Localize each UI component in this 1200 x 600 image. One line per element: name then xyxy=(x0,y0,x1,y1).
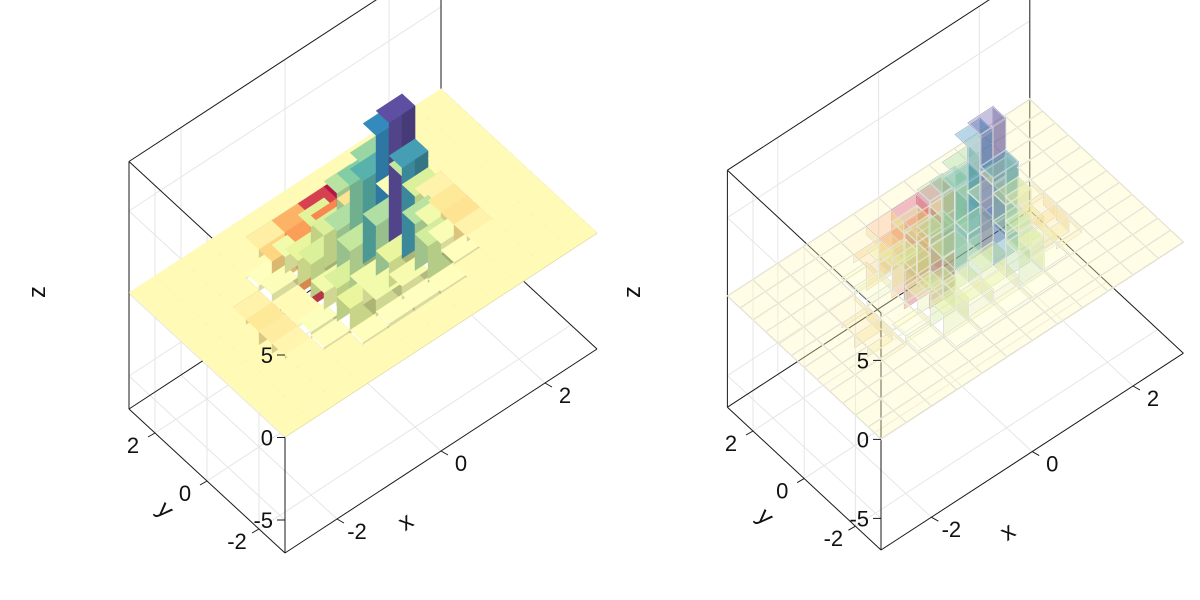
y-tick xyxy=(848,525,856,531)
x-tick-label: 0 xyxy=(1046,452,1058,477)
y-tick-label: -2 xyxy=(824,526,844,551)
z-axis-label: z xyxy=(619,286,646,298)
x-tick xyxy=(1031,451,1040,457)
bar-face xyxy=(388,138,429,169)
axis-line xyxy=(727,0,990,171)
bar-edge xyxy=(992,176,1032,206)
x-tick xyxy=(440,450,449,456)
bar xyxy=(557,220,598,251)
bar-edge xyxy=(954,117,994,147)
bar-edge xyxy=(1018,222,1058,252)
z-tick-label: 5 xyxy=(261,343,273,368)
grid-line xyxy=(727,375,882,519)
x-tick xyxy=(1132,385,1141,391)
bar-edge xyxy=(992,204,1032,234)
bar xyxy=(349,356,390,387)
bar-edge xyxy=(1144,229,1184,259)
z-tick-label: 0 xyxy=(857,427,869,452)
bar xyxy=(1068,277,1109,310)
x-axis-label: x xyxy=(995,517,1020,546)
x-tick xyxy=(336,518,345,524)
grid-line xyxy=(128,6,442,212)
grid-line xyxy=(803,281,1107,480)
ticks: -2 0 2 -2 0 2 -5 0 5 xyxy=(725,348,1159,551)
bar-group xyxy=(128,88,598,438)
z-tick-label: -5 xyxy=(849,506,869,531)
z-tick-label: -5 xyxy=(253,508,273,533)
y-tick xyxy=(199,480,208,486)
bar-edge xyxy=(1005,225,1045,255)
bar-face xyxy=(557,220,598,250)
y-tick xyxy=(251,528,260,534)
bar xyxy=(992,175,1032,238)
grid-line xyxy=(855,328,1159,527)
bar-edge xyxy=(967,106,1007,136)
x-tick xyxy=(544,382,553,388)
bar-edge xyxy=(930,285,970,315)
bar-edge xyxy=(866,234,906,264)
axis-line xyxy=(727,209,1031,408)
bar xyxy=(929,284,970,340)
y-tick xyxy=(796,478,805,484)
y-axis-label: y xyxy=(752,503,780,531)
x-tick-label: 0 xyxy=(455,451,467,476)
x-tick-label: -2 xyxy=(347,519,367,544)
bar-edge xyxy=(929,165,969,195)
bar xyxy=(967,240,1008,295)
bar xyxy=(828,293,868,330)
y-tick-label: 0 xyxy=(776,479,788,504)
x-tick-label: 2 xyxy=(559,383,571,408)
x-tick xyxy=(931,516,939,522)
axis-line xyxy=(128,0,377,162)
bar-edge xyxy=(1030,240,1070,270)
bar-edge xyxy=(980,149,1020,179)
bar xyxy=(1144,228,1185,261)
bar-group xyxy=(726,97,1185,441)
bar-edge xyxy=(891,205,931,235)
y-tick-label: 0 xyxy=(179,481,191,506)
grid-line xyxy=(128,375,286,521)
y-tick xyxy=(147,432,156,438)
bar xyxy=(1030,202,1070,250)
bar xyxy=(967,299,1008,335)
grid-line xyxy=(727,20,1031,219)
left-panel-solid-bars: -2 0 2 -2 0 2 -5 0 5 x y z xyxy=(24,0,598,554)
z-tick-label: 0 xyxy=(261,426,273,451)
grid-line xyxy=(752,233,1056,432)
bar-edge xyxy=(916,172,956,202)
bar-edge xyxy=(840,261,880,291)
z-tick-label: 5 xyxy=(857,348,869,373)
bar xyxy=(1004,203,1045,250)
grid-line xyxy=(258,324,572,530)
y-tick-label: -2 xyxy=(227,529,247,554)
x-tick-label: 2 xyxy=(1147,386,1159,411)
bar-face xyxy=(375,93,416,124)
z-axis-label: z xyxy=(24,286,51,298)
x-tick-label: -2 xyxy=(942,517,962,542)
right-panel-outlined-bars: -2 0 2 -2 0 2 -5 0 5 x y z xyxy=(619,0,1185,551)
x-axis-label: x xyxy=(393,507,418,536)
bar xyxy=(375,294,416,329)
y-tick-label: 2 xyxy=(725,431,737,456)
bar-edge xyxy=(1005,204,1045,234)
ticks: -2 0 2 -2 0 2 -5 0 5 xyxy=(127,343,571,554)
y-tick xyxy=(745,430,754,436)
y-tick-label: 2 xyxy=(127,433,139,458)
y-axis-label: y xyxy=(152,496,180,524)
